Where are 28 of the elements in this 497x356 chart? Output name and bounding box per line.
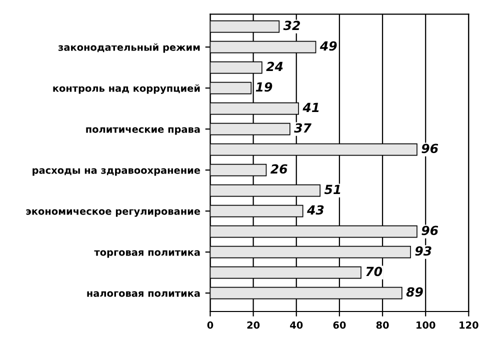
y-tick-label: налоговая политика — [87, 291, 200, 297]
data-label: 96 — [422, 144, 438, 154]
data-label: 41 — [302, 102, 319, 112]
x-tick-label: 120 — [460, 321, 478, 329]
data-label: 32 — [283, 20, 300, 30]
data-label: 24 — [266, 62, 283, 71]
data-label: 70 — [366, 266, 382, 276]
x-tick-label: 40 — [290, 321, 303, 329]
y-tick-label: политические права — [86, 127, 200, 135]
x-tick-label: 80 — [376, 321, 389, 329]
x-tick-label: 20 — [247, 321, 260, 329]
data-label: 51 — [324, 184, 340, 194]
x-tick-label: 60 — [333, 321, 346, 329]
y-tick-label: законодательный режим — [58, 43, 200, 53]
y-tick-label: расходы на здравоохранение — [32, 168, 200, 176]
data-label: 43 — [306, 205, 324, 215]
data-label: 19 — [256, 82, 272, 92]
data-label: 49 — [320, 41, 337, 51]
data-label: 37 — [294, 123, 312, 133]
data-label: 26 — [270, 164, 288, 174]
data-label: 96 — [422, 226, 438, 236]
x-tick-label: 100 — [416, 321, 436, 329]
x-tick-label: 0 — [207, 321, 214, 329]
y-tick-label: экономическое регулирование — [26, 209, 200, 217]
y-tick-label: контроль над коррупцией — [53, 84, 200, 94]
y-tick-label: торговая политика — [94, 250, 200, 258]
data-label: 89 — [406, 287, 423, 297]
data-label: 93 — [415, 246, 432, 256]
